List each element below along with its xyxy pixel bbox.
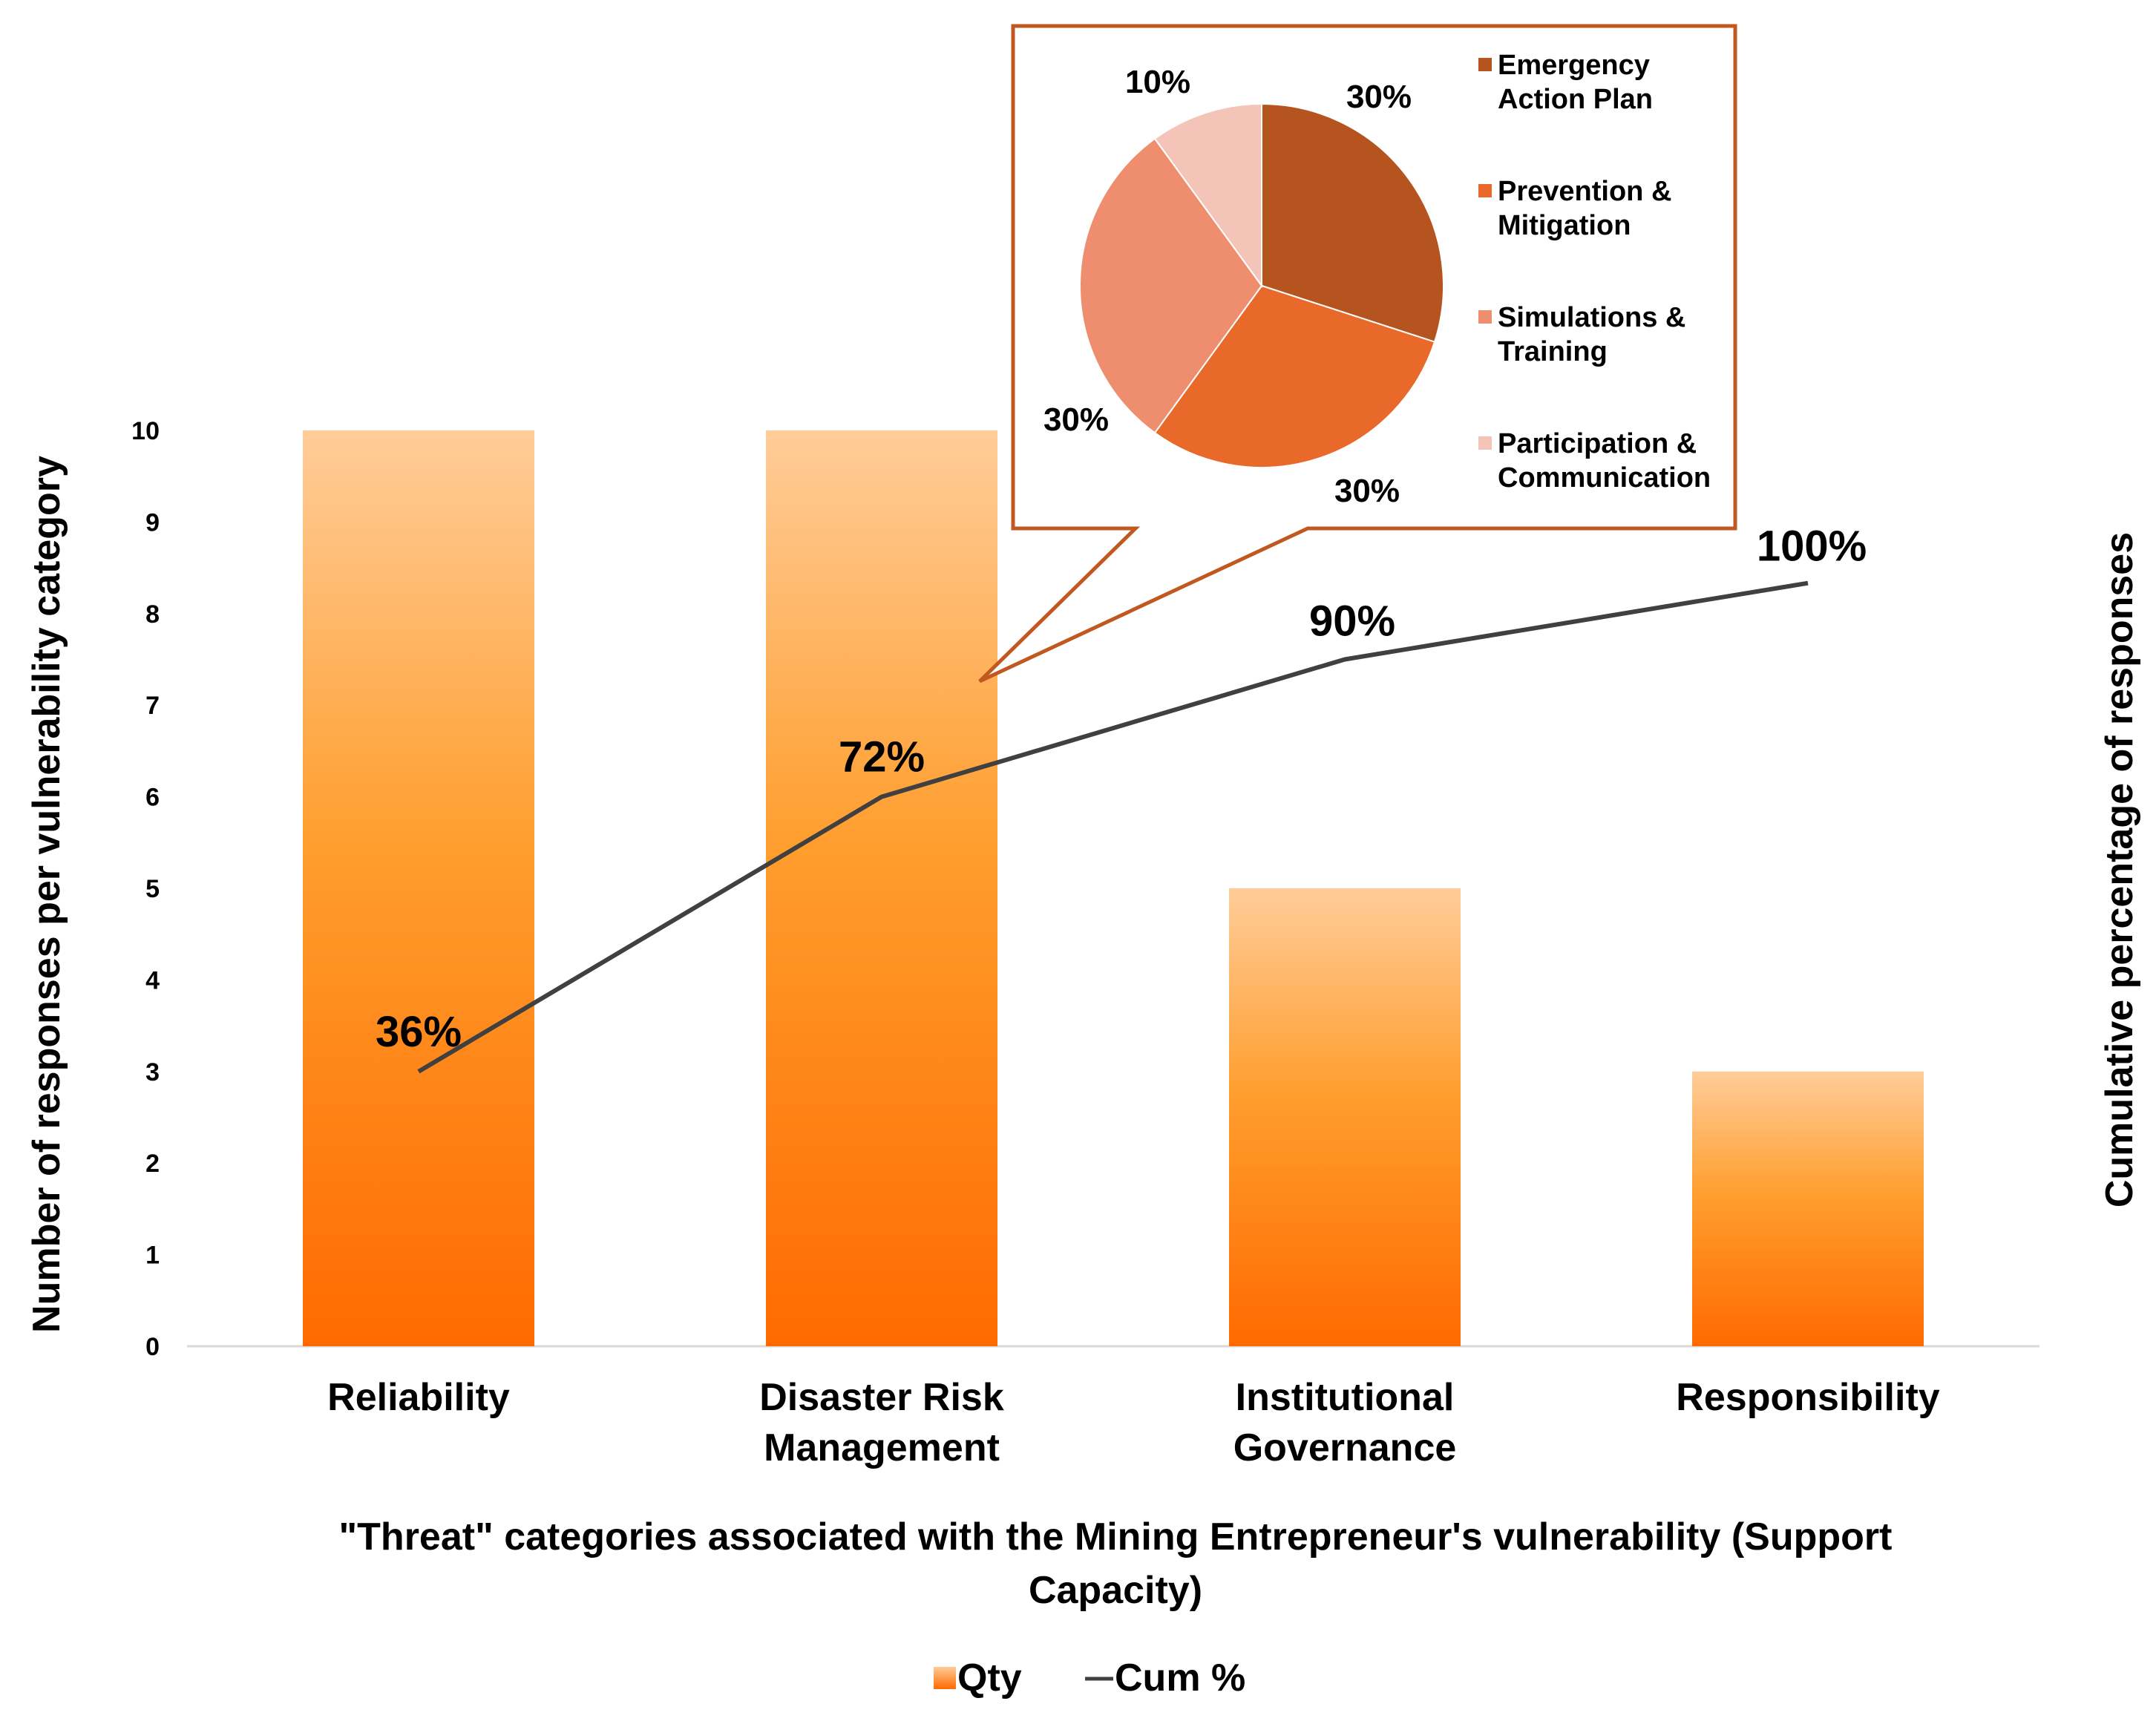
category-label: Reliability bbox=[327, 1376, 510, 1419]
pie-slice-2 bbox=[1153, 284, 1436, 469]
bar-1 bbox=[303, 430, 534, 1346]
category-label: Governance bbox=[1233, 1426, 1457, 1469]
pie-slice-4 bbox=[1153, 102, 1262, 289]
y-tick-label: 4 bbox=[145, 966, 160, 994]
y-tick-label: 9 bbox=[145, 508, 160, 537]
cum-line-series: 36% 72% 90% 100% bbox=[376, 522, 1867, 1074]
pie-value-label: 30% bbox=[1346, 79, 1412, 115]
legend: Qty Cum % bbox=[934, 1656, 1245, 1700]
bar-4 bbox=[1692, 1071, 1924, 1346]
category-label: Management bbox=[764, 1426, 1000, 1469]
category-label: Institutional bbox=[1236, 1376, 1455, 1419]
y-tick-label: 6 bbox=[145, 784, 160, 812]
y-axis-title: Number of responses per vulnerability ca… bbox=[25, 456, 68, 1333]
category-labels: Reliability Disaster Risk Management Instit… bbox=[327, 1376, 1940, 1469]
pie-legend-swatch bbox=[1478, 58, 1492, 71]
pie-value-label: 30% bbox=[1043, 401, 1109, 438]
cum-value-label: 72% bbox=[839, 733, 925, 781]
x-axis-title-line-2: Capacity) bbox=[1029, 1569, 1202, 1612]
pie-legend-label: Participation & bbox=[1498, 428, 1697, 459]
y2-axis-title: Cumulative percentage of responses bbox=[2098, 532, 2141, 1207]
y-tick-label: 7 bbox=[145, 692, 160, 720]
pie-value-label: 10% bbox=[1125, 64, 1190, 100]
y-tick-label: 1 bbox=[145, 1242, 160, 1270]
pie-legend-label: Communication bbox=[1498, 462, 1711, 494]
bar-2 bbox=[766, 430, 997, 1346]
qty-bars bbox=[303, 430, 1924, 1346]
pie-legend-label: Action Plan bbox=[1498, 84, 1653, 115]
y-tick-label: 2 bbox=[145, 1150, 160, 1178]
pie-legend-label: Training bbox=[1498, 336, 1608, 367]
cum-line bbox=[417, 580, 1809, 1074]
y-axis-ticks: 0 1 2 3 4 5 6 7 8 9 10 bbox=[131, 417, 160, 1361]
legend-qty-label: Qty bbox=[957, 1656, 1022, 1700]
pie-legend-swatch bbox=[1478, 310, 1492, 324]
pie-value-label: 30% bbox=[1334, 473, 1400, 509]
bar-3 bbox=[1229, 888, 1461, 1346]
pie-legend-swatch bbox=[1478, 184, 1492, 197]
y-tick-label: 10 bbox=[131, 417, 160, 445]
legend-cum-label: Cum % bbox=[1115, 1656, 1245, 1700]
y-tick-label: 8 bbox=[145, 600, 160, 629]
y-tick-label: 3 bbox=[145, 1058, 160, 1086]
category-label: Responsibility bbox=[1676, 1376, 1939, 1419]
pie-legend-label: Simulations & bbox=[1498, 302, 1685, 333]
pie-slice-1 bbox=[1261, 102, 1445, 343]
category-label: Disaster Risk bbox=[759, 1376, 1004, 1419]
y-tick-label: 5 bbox=[145, 875, 160, 903]
x-axis-title-line-1: "Threat" categories associated with the … bbox=[339, 1515, 1893, 1559]
pie-legend-swatch bbox=[1478, 436, 1492, 450]
cum-value-label: 36% bbox=[376, 1008, 462, 1056]
y-tick-label: 0 bbox=[145, 1333, 160, 1361]
pie-legend-label: Prevention & bbox=[1498, 176, 1671, 207]
pie-legend-label: Emergency bbox=[1498, 50, 1650, 81]
pie-legend-label: Mitigation bbox=[1498, 210, 1631, 241]
cum-value-label: 90% bbox=[1309, 597, 1395, 646]
cum-value-label: 100% bbox=[1757, 522, 1867, 571]
legend-qty-swatch bbox=[934, 1667, 956, 1689]
pie-slice-3 bbox=[1078, 137, 1263, 434]
